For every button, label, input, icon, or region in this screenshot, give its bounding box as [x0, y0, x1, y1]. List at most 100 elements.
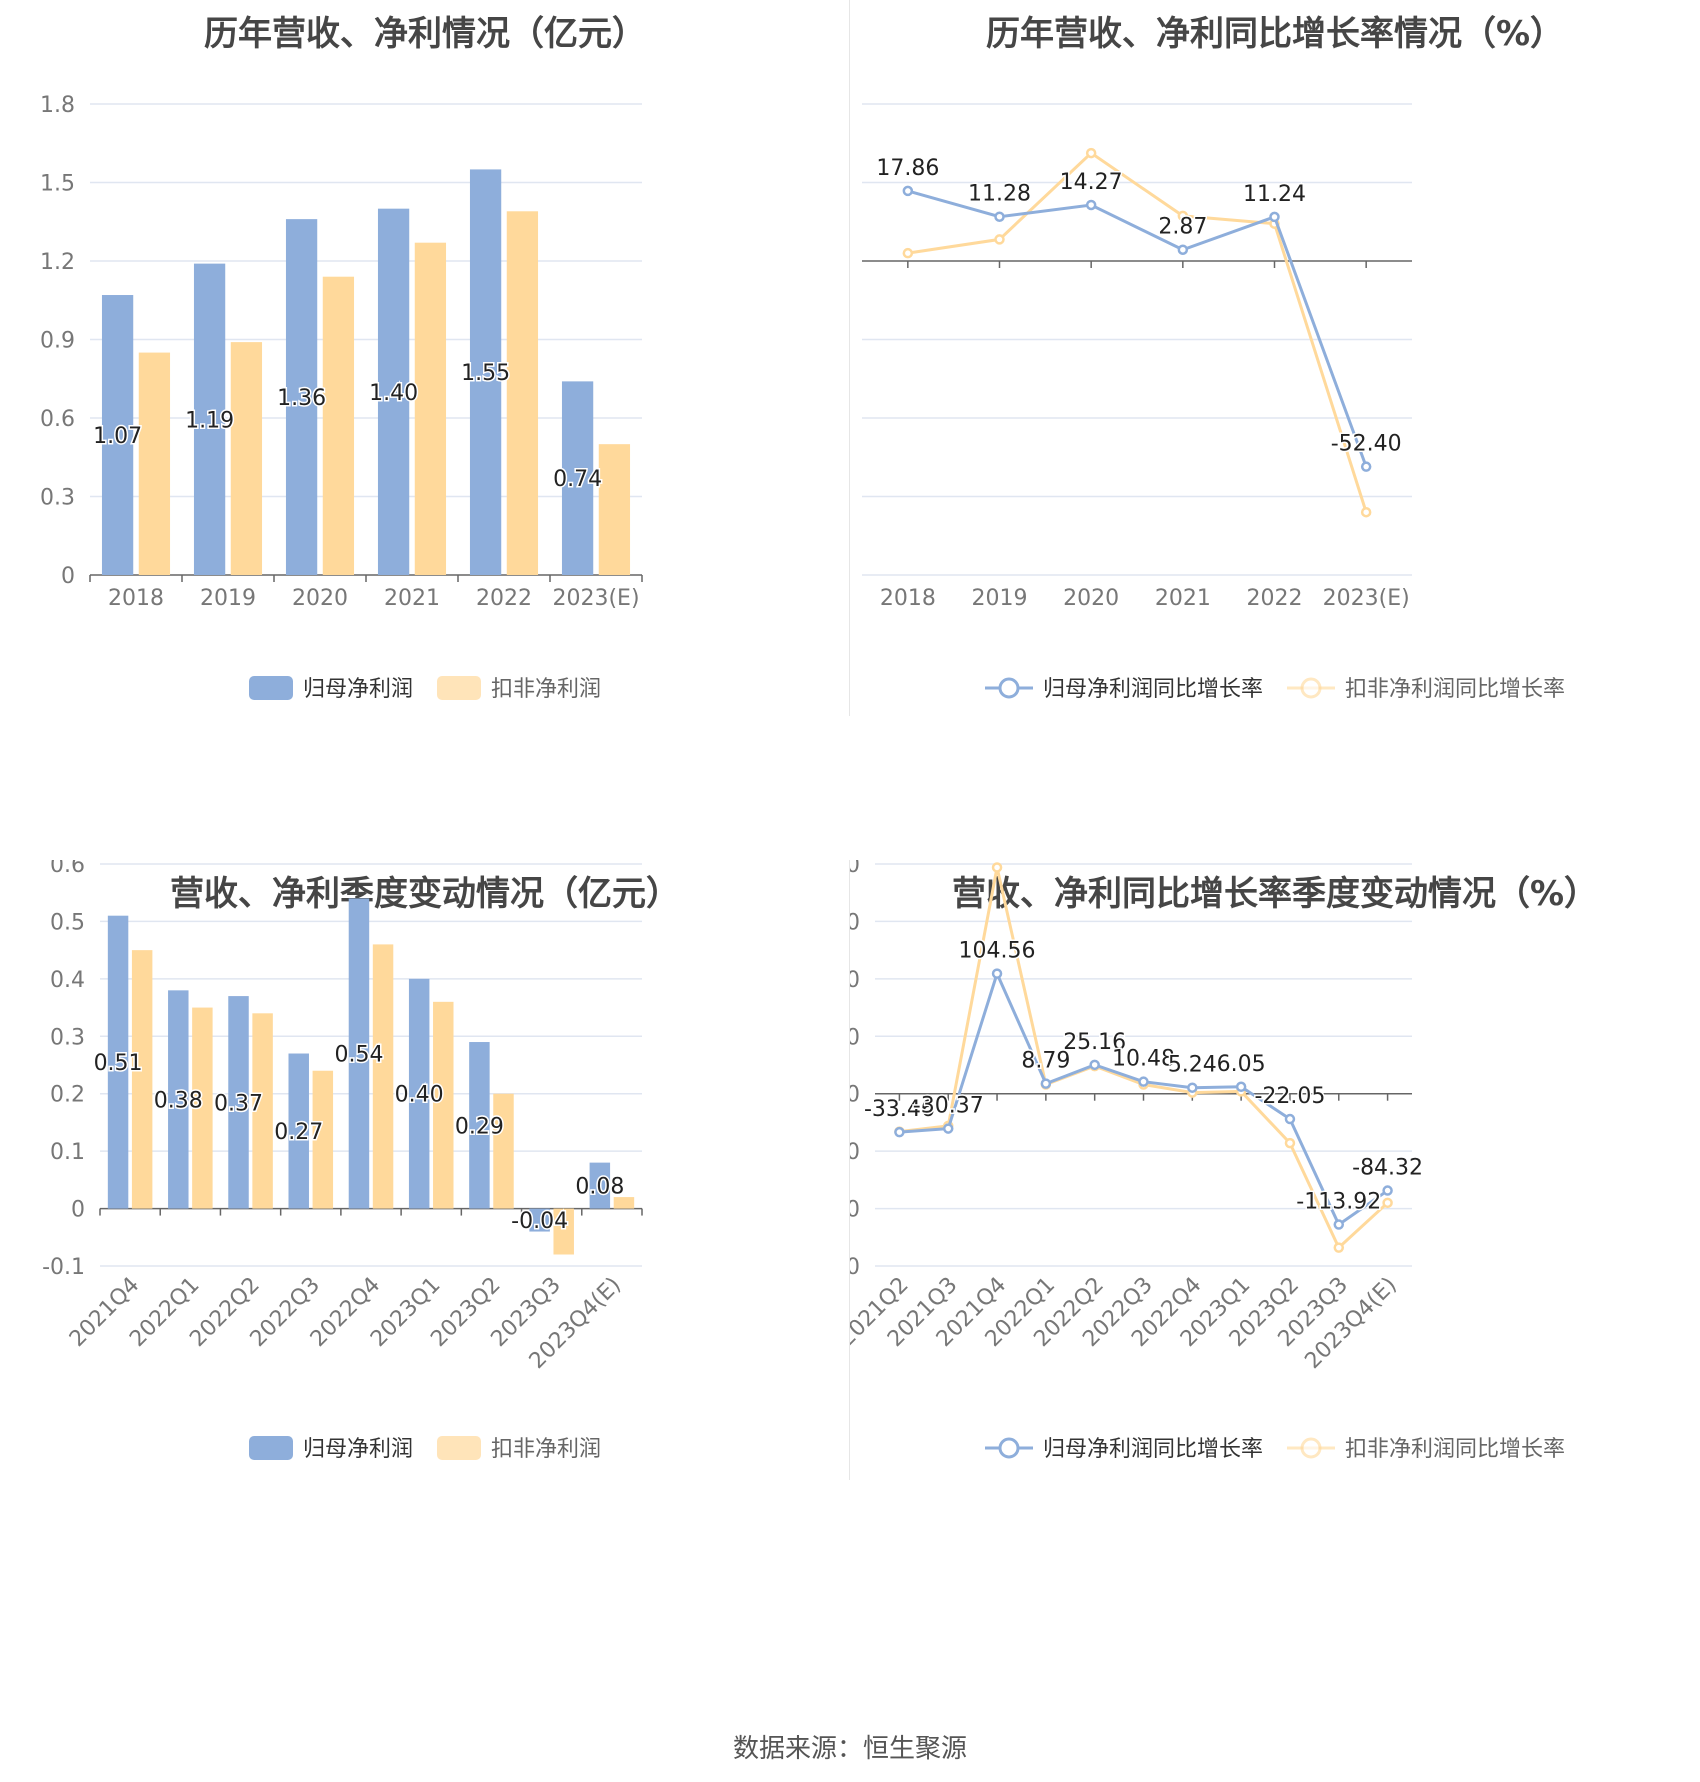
bar [372, 944, 394, 1209]
chart-quarterly-growth: 营收、净利同比增长率季度变动情况（%） -150 -100 -50 0 50 100 150… [850, 860, 1700, 1720]
y-tick-label: 0 [61, 564, 75, 589]
data-point [994, 234, 1005, 245]
data-point [991, 862, 1003, 873]
bar [377, 208, 410, 575]
data-point [1085, 199, 1097, 211]
chart-svg: -0.100.10.20.30.40.50.62021Q42022Q12022Q… [42, 860, 643, 1462]
bar [553, 1208, 574, 1255]
data-point [1138, 1076, 1149, 1087]
data-point [1333, 1219, 1345, 1230]
data-label: -22.05 [1254, 1084, 1325, 1109]
chart-title: 历年营收、净利同比增长率情况（%） [985, 14, 1565, 54]
data-point [1284, 1113, 1296, 1125]
x-tick-label: 2022 [1247, 586, 1303, 611]
data-point [1177, 210, 1189, 222]
data-point [942, 1123, 954, 1134]
data-point [1177, 244, 1189, 255]
data-point [1235, 1081, 1247, 1093]
data-point [1085, 147, 1097, 159]
y-tick-label: 0.9 [40, 329, 75, 354]
data-point [1269, 211, 1280, 223]
data-label: 0.08 [575, 1175, 624, 1200]
chart-title: 历年营收、净利情况（亿元） [204, 14, 646, 54]
x-tick-label: 2021 [1155, 586, 1211, 611]
bar [529, 1208, 550, 1232]
data-label: 5.24 [1168, 1053, 1217, 1078]
y-tick-label: 50 [850, 1025, 860, 1050]
bar [138, 352, 171, 575]
data-point [902, 247, 914, 259]
y-tick-label: 0.1 [50, 1140, 85, 1165]
x-tick-label: 2019 [972, 586, 1028, 611]
y-tick-label: 0.6 [40, 407, 75, 432]
bar [469, 1042, 490, 1209]
bar [408, 978, 430, 1209]
legend-swatch [249, 1436, 293, 1460]
data-label: 0.38 [154, 1088, 203, 1113]
chart-title: 营收、净利季度变动情况（亿元） [170, 874, 680, 914]
bar [322, 276, 355, 575]
legend-label: 归母净利润同比增长率 [1043, 677, 1263, 702]
data-label: 6.05 [1217, 1052, 1266, 1077]
x-tick-label: 2020 [292, 586, 348, 611]
y-tick-label: 0.3 [40, 486, 75, 511]
data-label: -52.40 [1331, 432, 1402, 457]
y-tick-label: 0.4 [50, 968, 85, 993]
legend-label: 扣非净利润 [491, 677, 601, 702]
data-point [902, 185, 914, 197]
y-tick-label: 0.3 [50, 1025, 85, 1050]
legend-label: 归母净利润 [303, 1437, 413, 1462]
y-tick-label: 100 [850, 968, 860, 993]
series-line [907, 151, 1368, 513]
legend-swatch [437, 676, 481, 700]
y-tick-label: -0.1 [42, 1255, 85, 1280]
y-tick-label: -100 [850, 1198, 860, 1223]
data-label: 14.27 [1060, 170, 1123, 195]
data-label: 25.16 [1063, 1030, 1126, 1055]
legend-label: 扣非净利润同比增长率 [1345, 1437, 1565, 1462]
legend-swatch-marker [998, 677, 1020, 699]
data-point [1089, 1059, 1100, 1071]
chart-annual-profit: 历年营收、净利情况（亿元） 0 0.3 0.6 0.9 1.2 1.5 1.8 2018 201… [0, 0, 850, 860]
bar [613, 1197, 635, 1209]
bar [228, 996, 249, 1209]
data-point [1284, 1137, 1296, 1149]
data-label: 0.29 [455, 1114, 504, 1139]
legend-label: 归母净利润 [303, 677, 413, 702]
bar [561, 381, 594, 575]
data-label: 0.27 [274, 1120, 323, 1145]
bar [168, 990, 189, 1209]
data-label: 0.74 [553, 467, 602, 492]
y-tick-label: -50 [850, 1140, 860, 1165]
data-point [1360, 506, 1372, 518]
x-tick-label: 2019 [200, 586, 256, 611]
bar [469, 169, 502, 575]
x-tick-label: 2023(E) [1323, 586, 1410, 611]
x-tick-label: 2018 [880, 586, 936, 611]
chart-svg: -80-60-40-200204020182019202020212022202… [862, 103, 1565, 702]
legend-swatch-marker [1300, 1437, 1322, 1459]
y-tick-label: 0.2 [50, 1083, 85, 1108]
x-tick-label: 2023(E) [552, 586, 639, 611]
legend-label: 归母净利润同比增长率 [1043, 1437, 1263, 1462]
data-label: 10.48 [1112, 1047, 1175, 1072]
x-tick-label: 2021 [384, 586, 440, 611]
bar [589, 1162, 611, 1209]
data-label: 8.79 [1021, 1049, 1070, 1074]
data-source: 数据来源：恒生聚源 [732, 1734, 967, 1764]
data-label: 0.37 [214, 1091, 263, 1116]
data-label: 1.36 [277, 386, 326, 411]
y-tick-label: 0 [71, 1198, 85, 1223]
data-label: -33.46 [864, 1097, 935, 1122]
chart-svg: -150-100-500501001502002021Q22021Q32021Q… [850, 860, 1565, 1462]
data-label: 17.86 [876, 156, 939, 181]
legend-swatch [437, 1436, 481, 1460]
bar [131, 950, 153, 1209]
x-tick-label: 2020 [1063, 586, 1119, 611]
data-label: 1.55 [461, 361, 510, 386]
y-tick-label: 0.6 [50, 860, 85, 878]
bar [288, 1053, 309, 1209]
data-label: 0.51 [94, 1051, 143, 1076]
bar [493, 1093, 514, 1209]
bar [101, 295, 134, 575]
